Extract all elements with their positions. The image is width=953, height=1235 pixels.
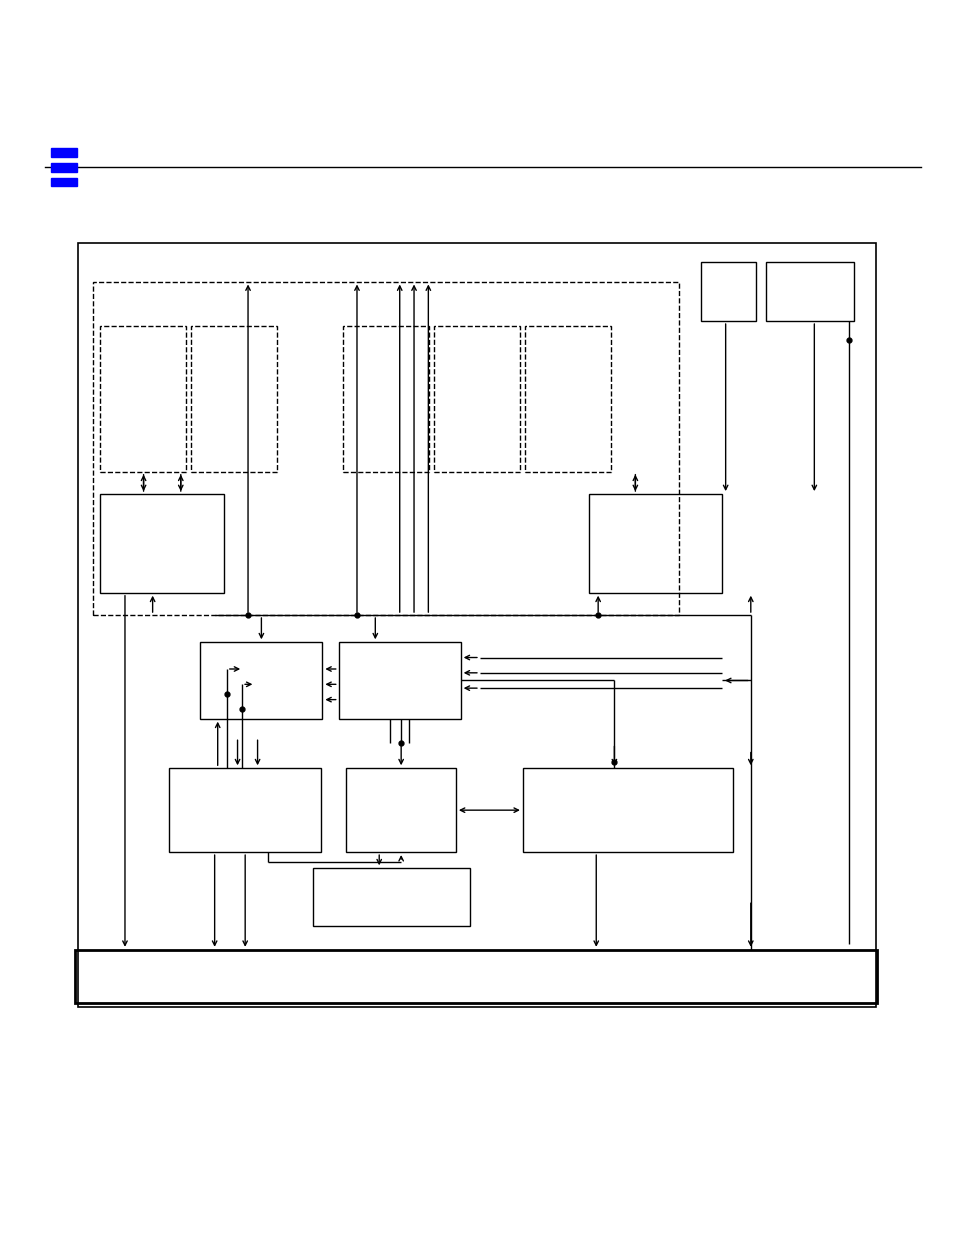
Bar <box>191 326 276 472</box>
Bar <box>78 243 875 1007</box>
Bar <box>200 642 322 719</box>
Bar <box>524 326 610 472</box>
Bar <box>51 178 77 186</box>
Bar <box>765 262 853 321</box>
Bar <box>51 163 77 172</box>
Bar <box>588 494 721 593</box>
Bar <box>75 950 876 1003</box>
Bar <box>522 768 732 852</box>
Bar <box>346 768 456 852</box>
Bar <box>92 282 679 615</box>
Bar <box>700 262 755 321</box>
Bar <box>100 494 224 593</box>
Bar <box>338 642 460 719</box>
Bar <box>51 148 77 157</box>
Bar <box>100 326 186 472</box>
Bar <box>313 868 470 926</box>
Bar <box>343 326 429 472</box>
Bar <box>434 326 519 472</box>
Bar <box>169 768 321 852</box>
